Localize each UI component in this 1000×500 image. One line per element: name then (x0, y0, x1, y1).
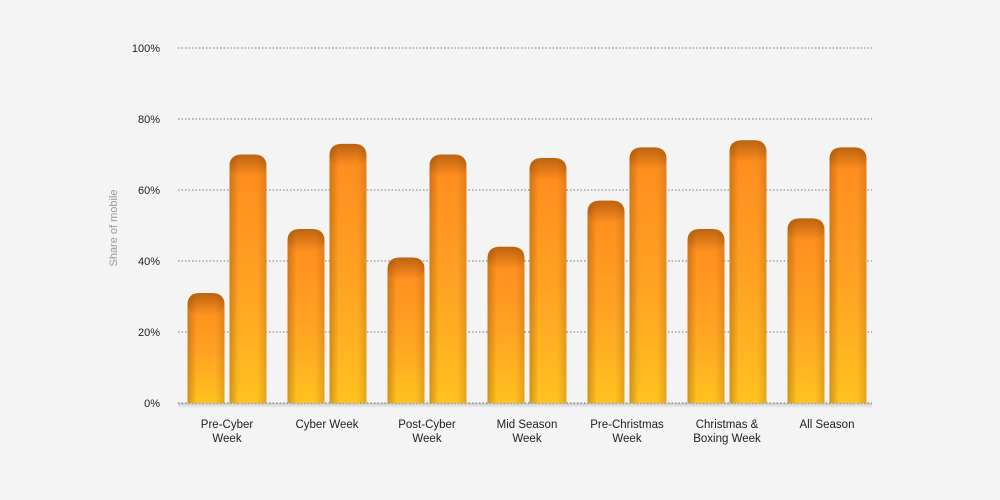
x-tick-label: Mid Season Week (497, 419, 558, 445)
bar (529, 158, 567, 403)
y-tick-label: 100% (132, 43, 160, 55)
gridlines (178, 47, 872, 404)
y-tick-label: 80% (138, 114, 160, 126)
bar (687, 229, 725, 403)
y-tick-label: 40% (138, 256, 160, 268)
bar (429, 154, 467, 403)
x-tick-label: Post-Cyber Week (398, 419, 456, 445)
x-tick-label: Pre-Cyber Week (201, 419, 254, 445)
x-tick-label: All Season (800, 419, 855, 431)
bar (829, 147, 867, 403)
y-tick-label: 0% (144, 398, 160, 410)
x-tick-label: Christmas & Boxing Week (693, 419, 761, 445)
y-tick-label: 20% (138, 327, 160, 339)
bar (629, 147, 667, 403)
bar (487, 246, 525, 403)
bar (287, 229, 325, 403)
bar (587, 200, 625, 403)
bar (729, 140, 767, 404)
bar (187, 292, 225, 403)
y-tick-label: 60% (138, 185, 160, 197)
bar (229, 154, 267, 403)
y-axis-ticks: 0% 20% 40% 60% 80% 100% (132, 43, 160, 410)
bar (329, 143, 367, 403)
x-tick-label: Cyber Week (295, 419, 358, 431)
x-tick-label: Pre-Christmas Week (590, 419, 664, 445)
x-axis-labels: Pre-Cyber Week Cyber Week Post-Cyber Week Mid… (201, 419, 855, 445)
y-axis-title: Share of mobile (108, 189, 120, 266)
bars (178, 140, 872, 408)
bar (387, 257, 425, 403)
bar (787, 218, 825, 403)
floor-shadow (178, 403, 872, 408)
